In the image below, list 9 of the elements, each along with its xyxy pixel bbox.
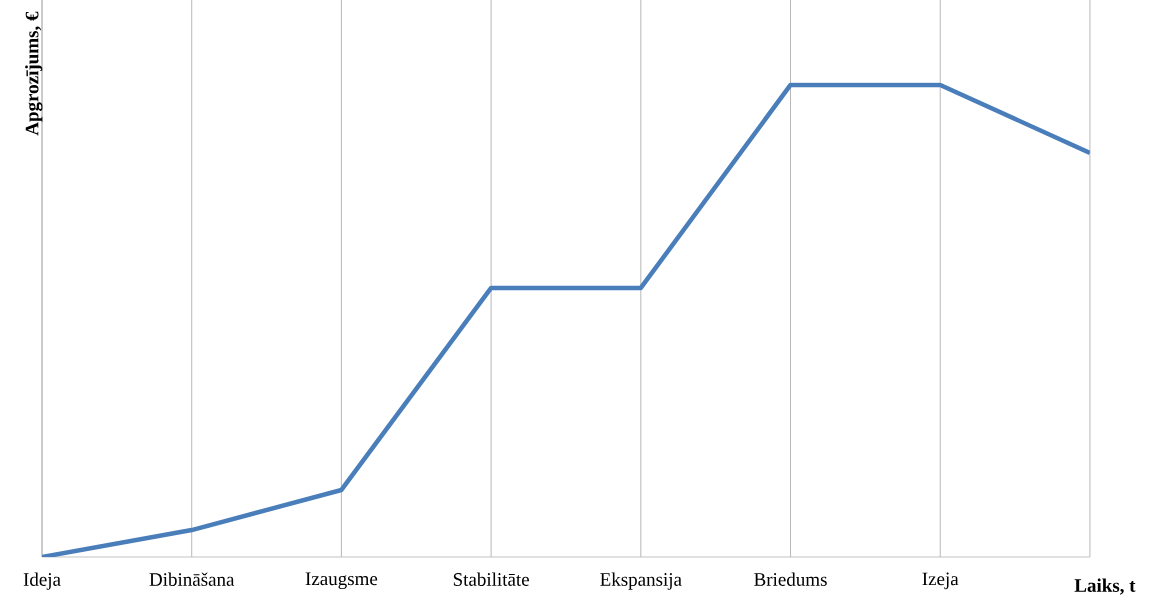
x-tick-label: Ekspansija — [600, 572, 682, 590]
y-axis-title: Apgrozījums, € — [25, 11, 43, 136]
x-tick-label: Izeja — [922, 572, 959, 590]
x-tick-label: Stabilitāte — [453, 572, 530, 586]
x-tick-label: Ideja — [23, 572, 61, 590]
x-tick-label: Briedums — [754, 572, 827, 586]
x-tick-label: Dibināšana — [149, 572, 235, 586]
x-axis-title: Laiks, t — [1074, 578, 1136, 595]
x-tick-label: Izaugsme — [305, 572, 378, 590]
